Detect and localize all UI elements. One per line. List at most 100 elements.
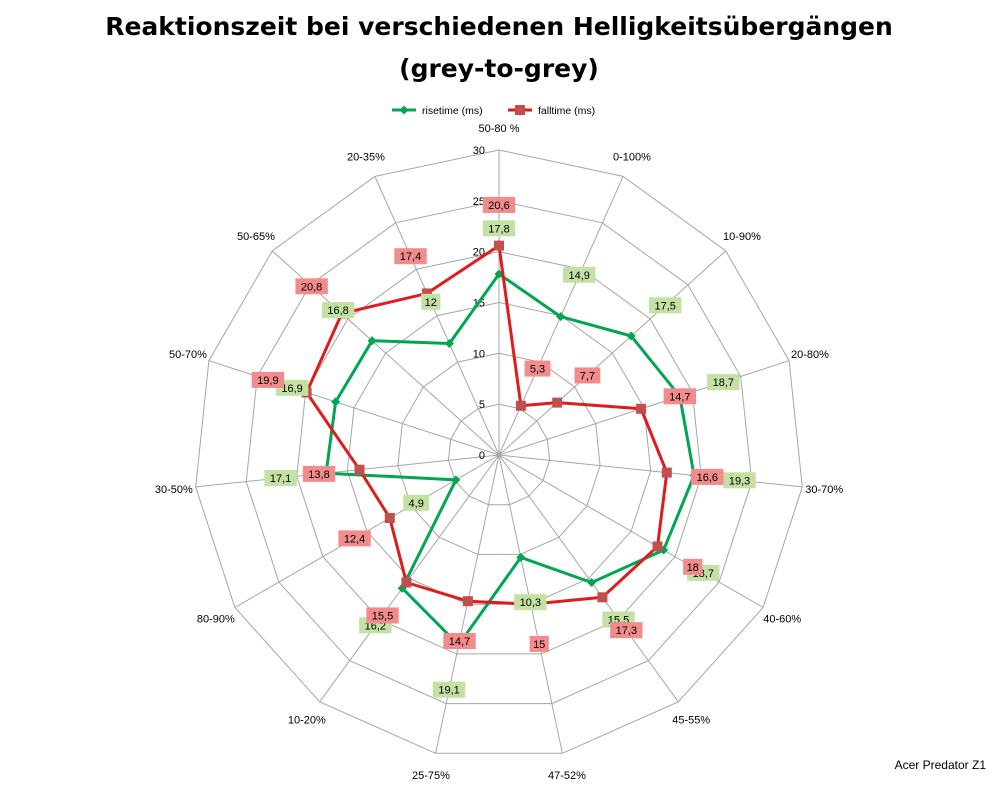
data-point xyxy=(556,312,566,322)
category-label: 80-90% xyxy=(197,614,235,626)
data-label: 17,1 xyxy=(270,473,291,485)
data-label: 16,8 xyxy=(327,305,348,317)
device-label: Acer Predator Z1 xyxy=(894,758,986,772)
category-label: 20-80% xyxy=(791,349,829,361)
grid-ring xyxy=(346,301,652,605)
data-label-bg xyxy=(366,607,399,624)
grid-spoke xyxy=(498,454,764,608)
data-label: 17,4 xyxy=(400,251,421,263)
tick-label: 25 xyxy=(473,196,485,208)
grid-ring xyxy=(195,149,803,754)
data-label-bg xyxy=(338,530,371,547)
data-label-bg xyxy=(302,465,336,482)
grid-spoke xyxy=(374,176,500,456)
grid-spoke xyxy=(498,250,727,456)
data-label-bg xyxy=(574,367,601,384)
grid-spoke xyxy=(498,454,679,703)
data-point xyxy=(422,288,432,299)
data-label: 17,8 xyxy=(488,223,509,235)
chart-title: Reaktionszeit bei verschiedenen Helligke… xyxy=(105,12,893,41)
data-label: 15 xyxy=(533,639,545,651)
data-label-bg xyxy=(482,196,516,213)
grid-spoke xyxy=(195,454,500,488)
data-label: 17,3 xyxy=(616,625,637,637)
data-label: 7,7 xyxy=(580,370,595,382)
data-label: 20,8 xyxy=(301,281,322,293)
data-label-bg xyxy=(649,297,682,314)
series-line-falltime xyxy=(305,244,669,606)
data-label-bg xyxy=(394,248,427,265)
data-label: 18 xyxy=(687,562,699,574)
data-point xyxy=(462,596,473,607)
data-label: 17,5 xyxy=(654,300,675,312)
data-label-bg xyxy=(251,371,285,388)
data-label-bg xyxy=(524,360,551,377)
category-label: 20-35% xyxy=(347,151,385,163)
data-label: 16,9 xyxy=(281,383,302,395)
category-label: 10-90% xyxy=(723,231,761,243)
data-label: 20,6 xyxy=(488,200,509,212)
data-label: 19,3 xyxy=(729,475,750,487)
data-label: 10,3 xyxy=(520,597,541,609)
legend-label: risetime (ms) xyxy=(422,105,483,117)
data-label-bg xyxy=(421,293,441,310)
data-point xyxy=(444,339,454,349)
data-label-bg xyxy=(663,388,696,405)
grid-ring xyxy=(245,200,753,705)
data-label: 19,1 xyxy=(438,685,459,697)
legend-marker xyxy=(399,105,409,115)
data-label: 15,5 xyxy=(372,610,393,622)
data-label-bg xyxy=(563,266,596,283)
data-label-bg xyxy=(443,633,476,649)
category-label: 40-60% xyxy=(763,614,801,626)
category-label: 10-20% xyxy=(288,715,326,727)
tick-label: 30 xyxy=(473,145,485,157)
category-label: 30-70% xyxy=(805,484,843,496)
data-point xyxy=(597,592,608,603)
data-point xyxy=(494,240,504,251)
data-label-bg xyxy=(723,472,756,489)
data-point xyxy=(401,577,412,588)
data-label: 12,4 xyxy=(344,533,365,545)
data-label-bg xyxy=(403,494,430,511)
data-label-bg xyxy=(610,622,643,639)
data-point xyxy=(626,331,636,341)
data-label: 14,7 xyxy=(669,391,690,403)
grid-spoke xyxy=(498,454,803,488)
data-point xyxy=(367,336,377,346)
category-label: 25-75% xyxy=(412,770,450,782)
category-label: 50-80 % xyxy=(479,123,520,135)
data-label: 16,6 xyxy=(697,472,718,484)
data-label-bg xyxy=(529,635,549,652)
legend-label: falltime (ms) xyxy=(538,105,595,117)
legend-marker xyxy=(515,105,525,115)
chart-subtitle: (grey-to-grey) xyxy=(399,54,599,83)
data-label: 4,9 xyxy=(409,498,424,510)
data-label: 18,7 xyxy=(713,377,734,389)
category-label: 30-50% xyxy=(155,484,193,496)
data-label-bg xyxy=(321,302,355,319)
data-label-bg xyxy=(295,278,328,295)
category-label: 50-65% xyxy=(237,231,275,243)
data-point xyxy=(516,552,526,562)
data-label: 14,7 xyxy=(449,636,470,648)
data-label-bg xyxy=(432,681,466,698)
data-label: 5,3 xyxy=(530,364,545,376)
data-point xyxy=(552,397,563,408)
data-label: 19,9 xyxy=(257,375,278,387)
data-point xyxy=(652,541,663,552)
data-point xyxy=(661,467,672,478)
data-label-bg xyxy=(514,594,547,611)
data-label-bg xyxy=(707,374,740,391)
data-point xyxy=(384,513,395,523)
grid-ring xyxy=(296,251,702,655)
data-label-bg xyxy=(264,470,297,486)
category-label: 45-55% xyxy=(672,715,710,727)
category-label: 47-52% xyxy=(548,770,586,782)
data-label-bg xyxy=(482,220,516,237)
tick-label: 10 xyxy=(473,348,485,360)
data-point xyxy=(636,403,647,414)
data-point xyxy=(515,400,526,411)
data-point xyxy=(451,475,461,485)
